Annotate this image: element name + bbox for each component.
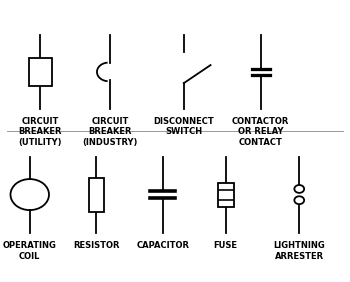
Text: OPERATING
COIL: OPERATING COIL	[3, 241, 57, 261]
Text: CIRCUIT
BREAKER
(UTILITY): CIRCUIT BREAKER (UTILITY)	[19, 117, 62, 147]
Text: LIGHTNING
ARRESTER: LIGHTNING ARRESTER	[273, 241, 325, 261]
Bar	[29, 58, 52, 86]
Text: CAPACITOR: CAPACITOR	[136, 241, 189, 250]
Bar	[218, 183, 234, 206]
Text: RESISTOR: RESISTOR	[73, 241, 119, 250]
Text: FUSE: FUSE	[214, 241, 238, 250]
Text: CONTACTOR
OR RELAY
CONTACT: CONTACTOR OR RELAY CONTACT	[232, 117, 289, 147]
Text: DISCONNECT
SWITCH: DISCONNECT SWITCH	[153, 117, 214, 136]
Bar	[89, 178, 104, 212]
Text: CIRCUIT
BREAKER
(INDUSTRY): CIRCUIT BREAKER (INDUSTRY)	[83, 117, 138, 147]
